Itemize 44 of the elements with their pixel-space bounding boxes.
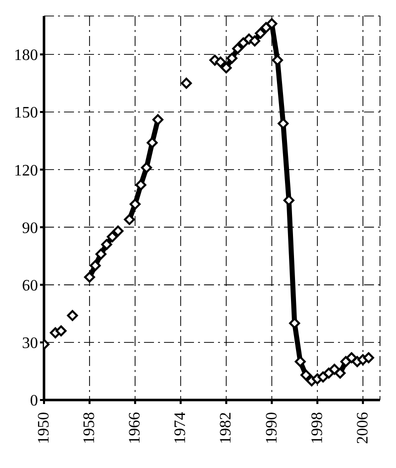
x-tick-label: 1950 xyxy=(36,412,52,444)
x-tick-label: 1990 xyxy=(263,412,280,444)
y-tick-label: 60 xyxy=(22,277,38,294)
point xyxy=(328,364,340,375)
y-tick-label: 30 xyxy=(22,335,38,352)
y-tick-label: 120 xyxy=(14,162,38,180)
x-tick-label: 1998 xyxy=(308,412,326,444)
point xyxy=(300,370,312,381)
point xyxy=(346,352,358,364)
point xyxy=(146,137,158,148)
point xyxy=(152,114,164,126)
x-tick-label: 1966 xyxy=(126,412,144,444)
point xyxy=(220,62,232,74)
point xyxy=(215,56,226,68)
point xyxy=(66,310,78,322)
point xyxy=(84,272,96,283)
point xyxy=(289,318,300,329)
point xyxy=(56,325,67,336)
point xyxy=(112,226,124,237)
point xyxy=(135,179,146,190)
x-tick-label: 1958 xyxy=(81,412,98,444)
point xyxy=(294,356,306,368)
x-tick-label: 1974 xyxy=(172,412,190,444)
y-tick-label: 0 xyxy=(30,392,38,410)
point xyxy=(95,248,106,260)
point xyxy=(254,28,266,39)
point xyxy=(363,352,374,364)
y-tick-label: 90 xyxy=(22,220,38,237)
point xyxy=(249,35,260,46)
point xyxy=(90,260,101,272)
y-tick-label: 180 xyxy=(14,47,38,64)
point xyxy=(180,78,192,89)
point xyxy=(130,198,141,210)
y-tick-label: 150 xyxy=(14,104,38,122)
point xyxy=(232,43,244,54)
x-tick-label: 2006 xyxy=(354,412,372,444)
point xyxy=(226,52,238,64)
x-tick-label: 1982 xyxy=(218,412,235,444)
point xyxy=(124,214,135,226)
point xyxy=(141,162,152,174)
point xyxy=(106,231,118,242)
point xyxy=(323,368,334,379)
point xyxy=(334,368,346,379)
point xyxy=(101,238,112,250)
